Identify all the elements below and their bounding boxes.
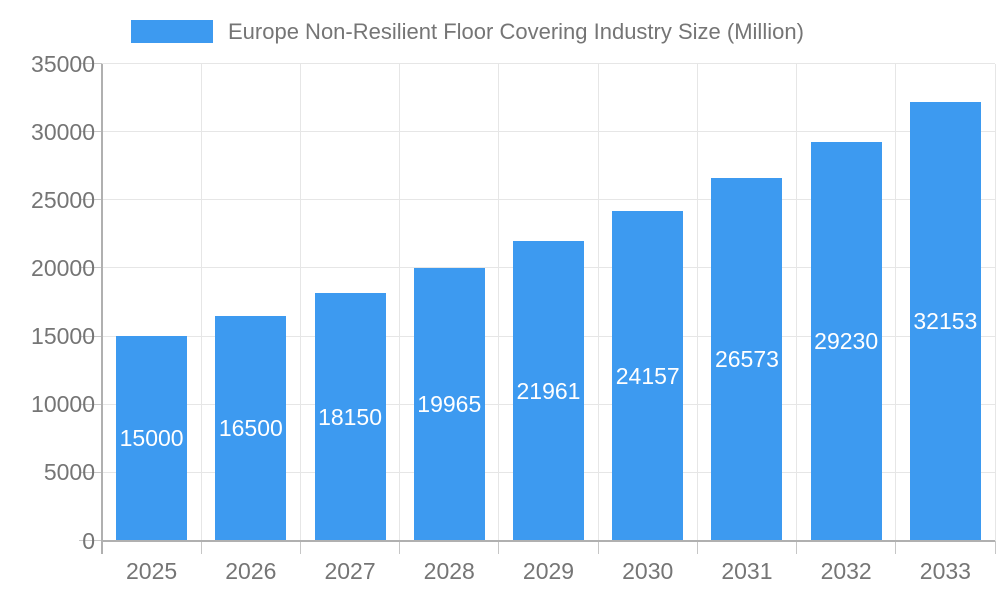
- x-tick-3: [399, 540, 401, 554]
- y-axis-line: [101, 63, 103, 554]
- bar-value-label: 21961: [516, 377, 581, 404]
- bar-2026[interactable]: [215, 315, 287, 541]
- y-tick-30000: [79, 131, 102, 133]
- bar-2032[interactable]: [810, 142, 882, 541]
- bar-value-label: 24157: [615, 362, 680, 389]
- x-tick-label-2029: 2029: [522, 558, 575, 584]
- gridline-v-1: [200, 63, 202, 541]
- bar-value-label: 18150: [318, 403, 383, 430]
- x-tick-label-2030: 2030: [622, 558, 674, 584]
- x-tick-2: [299, 540, 301, 554]
- gridline-v-9: [994, 63, 996, 541]
- x-tick-label-2026: 2026: [225, 558, 277, 584]
- bar-value-label: 32153: [913, 308, 978, 335]
- bar-value-label: 26573: [714, 346, 779, 373]
- x-tick-9: [994, 540, 996, 554]
- x-tick-1: [200, 540, 202, 554]
- bar-2027[interactable]: [314, 293, 386, 541]
- legend-item[interactable]: Europe Non-Resilient Floor Covering Indu…: [131, 19, 804, 44]
- y-tick-25000: [79, 199, 102, 201]
- bar-2030[interactable]: [612, 211, 684, 541]
- y-tick-0: [79, 540, 102, 541]
- x-tick-8: [895, 540, 897, 554]
- x-tick-label-2031: 2031: [721, 558, 773, 584]
- gridline-v-7: [796, 63, 798, 541]
- x-tick-label-2032: 2032: [820, 558, 872, 584]
- x-tick-4: [498, 540, 500, 554]
- x-tick-label-2033: 2033: [919, 558, 971, 584]
- gridline-v-3: [399, 63, 401, 541]
- gridline-v-4: [498, 63, 500, 541]
- x-tick-label-2025: 2025: [126, 558, 178, 584]
- y-tick-20000: [79, 267, 102, 269]
- y-tick-label-35000: 35000: [31, 50, 95, 77]
- bar-value-label: 29230: [814, 328, 879, 355]
- bar-2025[interactable]: [116, 336, 188, 541]
- x-tick-label-2028: 2028: [423, 558, 475, 584]
- gridline-v-5: [597, 63, 599, 541]
- bar-2033[interactable]: [909, 102, 981, 541]
- y-tick-label-30000: 30000: [31, 118, 95, 145]
- bar-value-label: 16500: [218, 415, 283, 442]
- y-tick-10000: [79, 403, 102, 405]
- y-tick-label-10000: 10000: [31, 391, 95, 418]
- gridline-h-35000: [102, 63, 995, 64]
- y-tick-label-25000: 25000: [31, 186, 95, 213]
- bar-2031[interactable]: [711, 178, 783, 541]
- x-axis-line: [101, 540, 995, 542]
- bar-value-label: 19965: [417, 391, 482, 418]
- x-tick-5: [597, 540, 599, 554]
- y-tick-label-20000: 20000: [31, 254, 95, 281]
- y-tick-label-15000: 15000: [31, 323, 95, 350]
- bar-2028[interactable]: [413, 268, 485, 541]
- x-tick-6: [696, 540, 698, 554]
- bar-2029[interactable]: [513, 241, 584, 541]
- y-tick-15000: [79, 335, 102, 337]
- y-tick-label-0: 0: [82, 527, 95, 554]
- x-tick-label-2027: 2027: [324, 558, 376, 584]
- gridline-v-2: [299, 63, 301, 541]
- gridline-h-25000: [102, 199, 995, 201]
- x-tick-7: [796, 540, 798, 554]
- chart-title: Europe Non-Resilient Floor Covering Indu…: [228, 19, 804, 44]
- gridline-v-8: [895, 63, 897, 541]
- y-tick-35000: [79, 63, 102, 64]
- gridline-v-6: [696, 63, 698, 541]
- gridline-h-30000: [102, 131, 995, 133]
- y-tick-5000: [79, 471, 102, 473]
- legend-swatch: [131, 20, 213, 43]
- bar-value-label: 15000: [119, 425, 184, 452]
- y-tick-label-5000: 5000: [43, 459, 95, 486]
